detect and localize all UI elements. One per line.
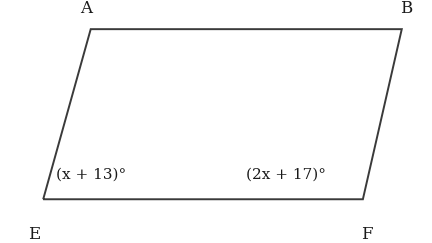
Text: B: B (400, 0, 412, 17)
Text: E: E (29, 226, 41, 243)
Text: A: A (80, 0, 92, 17)
Text: F: F (362, 226, 373, 243)
Text: (2x + 17)°: (2x + 17)° (246, 168, 326, 182)
Text: (x + 13)°: (x + 13)° (56, 168, 127, 182)
